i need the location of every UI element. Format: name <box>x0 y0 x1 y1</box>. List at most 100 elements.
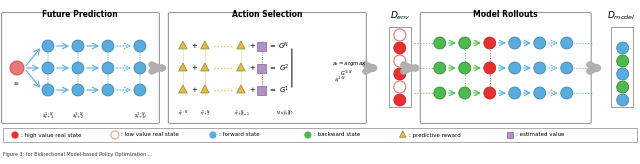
Text: $a_t^{1:N}$: $a_t^{1:N}$ <box>334 75 346 85</box>
Circle shape <box>561 37 573 49</box>
Circle shape <box>134 84 146 96</box>
Text: $s^{1:N}_{t+2}$: $s^{1:N}_{t+2}$ <box>72 110 84 121</box>
Circle shape <box>102 62 114 74</box>
Text: Figure 3: for Bidirectional Model-based Policy Optimization ...: Figure 3: for Bidirectional Model-based … <box>3 152 152 157</box>
Text: $G^N$: $G^N$ <box>278 40 289 52</box>
Bar <box>257 85 266 94</box>
Text: +: + <box>249 43 255 49</box>
Bar <box>257 63 266 72</box>
Circle shape <box>394 94 406 106</box>
Text: : forward state: : forward state <box>219 133 259 137</box>
Circle shape <box>394 55 406 67</box>
Polygon shape <box>179 41 187 49</box>
Polygon shape <box>237 41 245 49</box>
Circle shape <box>42 84 54 96</box>
Text: $D_{env}$: $D_{env}$ <box>390 10 411 22</box>
Circle shape <box>534 37 546 49</box>
Text: $r^{1:N}_{t+1}$: $r^{1:N}_{t+1}$ <box>200 108 210 119</box>
Circle shape <box>459 87 471 99</box>
Text: $s^{1:N}_{t+1}$: $s^{1:N}_{t+1}$ <box>42 110 54 121</box>
Bar <box>389 27 411 107</box>
Text: $r^{1:N}_{t+H-1}$: $r^{1:N}_{t+H-1}$ <box>234 108 250 119</box>
Circle shape <box>534 87 546 99</box>
FancyBboxPatch shape <box>168 12 366 123</box>
Circle shape <box>617 55 628 67</box>
Text: $G^1$: $G^1$ <box>278 84 289 96</box>
Text: +: + <box>249 65 255 71</box>
Circle shape <box>102 40 114 52</box>
Polygon shape <box>237 63 245 71</box>
Text: $s^{1:N}_{t+H}$: $s^{1:N}_{t+H}$ <box>134 110 146 121</box>
FancyBboxPatch shape <box>420 12 591 123</box>
Circle shape <box>459 37 471 49</box>
Polygon shape <box>201 85 209 93</box>
Circle shape <box>394 42 406 54</box>
Text: $r^{1:N}_t$: $r^{1:N}_t$ <box>178 108 188 119</box>
Circle shape <box>394 29 406 41</box>
Circle shape <box>42 62 54 74</box>
Circle shape <box>394 81 406 93</box>
Circle shape <box>434 37 446 49</box>
Circle shape <box>509 62 521 74</box>
Polygon shape <box>201 63 209 71</box>
Circle shape <box>134 40 146 52</box>
Circle shape <box>534 62 546 74</box>
Text: +: + <box>191 43 197 49</box>
Circle shape <box>394 68 406 80</box>
Text: : low value real state: : low value real state <box>121 133 179 137</box>
Text: Future Prediction: Future Prediction <box>42 10 118 19</box>
Text: $D_{model}$: $D_{model}$ <box>607 10 636 22</box>
Text: =: = <box>269 65 275 71</box>
Text: $V(\hat{s}^{1:N}_{t+H})$: $V(\hat{s}^{1:N}_{t+H})$ <box>276 108 294 119</box>
Text: : predictive reward: : predictive reward <box>409 133 461 137</box>
Circle shape <box>111 131 119 139</box>
Circle shape <box>10 61 24 75</box>
Circle shape <box>617 94 628 106</box>
Text: =: = <box>269 43 275 49</box>
Text: Model Rollouts: Model Rollouts <box>474 10 538 19</box>
Circle shape <box>561 87 573 99</box>
Polygon shape <box>399 131 406 137</box>
Bar <box>506 132 513 138</box>
Polygon shape <box>179 63 187 71</box>
Circle shape <box>484 87 496 99</box>
Bar <box>611 27 633 107</box>
Circle shape <box>72 84 84 96</box>
FancyBboxPatch shape <box>1 12 159 123</box>
Polygon shape <box>201 41 209 49</box>
Circle shape <box>561 62 573 74</box>
Text: $a_t = argmax$: $a_t = argmax$ <box>332 59 367 68</box>
Circle shape <box>209 131 217 139</box>
Polygon shape <box>179 85 187 93</box>
Circle shape <box>509 87 521 99</box>
Circle shape <box>484 37 496 49</box>
Circle shape <box>304 131 312 139</box>
Text: +: + <box>249 87 255 93</box>
Circle shape <box>72 62 84 74</box>
Circle shape <box>102 84 114 96</box>
Text: $G^2$: $G^2$ <box>278 62 289 74</box>
Circle shape <box>617 42 628 54</box>
Circle shape <box>484 62 496 74</box>
Text: : estimated value: : estimated value <box>516 133 564 137</box>
Text: =: = <box>269 87 275 93</box>
Bar <box>257 41 266 51</box>
Text: : backward state: : backward state <box>314 133 360 137</box>
Text: +: + <box>191 65 197 71</box>
Circle shape <box>617 68 628 80</box>
Text: +: + <box>191 87 197 93</box>
Bar <box>3 128 637 142</box>
Circle shape <box>72 40 84 52</box>
Text: $s_t$: $s_t$ <box>13 80 20 88</box>
Circle shape <box>11 131 19 139</box>
Circle shape <box>617 81 628 93</box>
Text: : high value real state: : high value real state <box>21 133 81 137</box>
Text: $G^{1:N}$: $G^{1:N}$ <box>340 68 353 78</box>
Circle shape <box>434 62 446 74</box>
Circle shape <box>509 37 521 49</box>
Circle shape <box>134 62 146 74</box>
Circle shape <box>434 87 446 99</box>
Circle shape <box>42 40 54 52</box>
Polygon shape <box>237 85 245 93</box>
Circle shape <box>459 62 471 74</box>
